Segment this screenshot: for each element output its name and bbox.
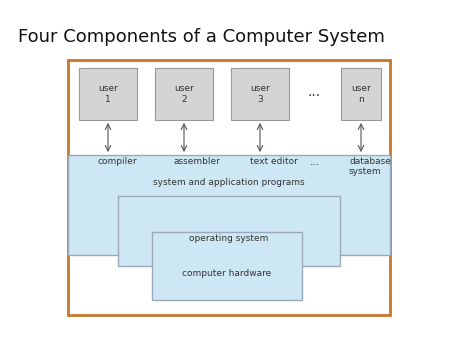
Text: assembler: assembler [174, 157, 221, 166]
Bar [68, 60, 390, 315]
Text: user
3: user 3 [250, 84, 270, 104]
Text: database
system: database system [349, 157, 391, 176]
Text: ...: ... [310, 157, 320, 167]
Text: ...: ... [307, 85, 320, 99]
Text: user
2: user 2 [174, 84, 194, 104]
Text: text editor: text editor [250, 157, 298, 166]
Bar [68, 155, 390, 255]
Bar [155, 68, 213, 120]
Text: user
n: user n [351, 84, 371, 104]
Bar [152, 232, 302, 300]
Text: system and application programs: system and application programs [153, 178, 305, 187]
Text: compiler: compiler [98, 157, 138, 166]
Bar [118, 196, 340, 266]
Bar [79, 68, 137, 120]
Bar [231, 68, 289, 120]
Bar [341, 68, 381, 120]
Text: computer hardware: computer hardware [182, 269, 272, 278]
Text: user
1: user 1 [98, 84, 118, 104]
Text: Four Components of a Computer System: Four Components of a Computer System [18, 28, 385, 46]
Text: operating system: operating system [189, 234, 269, 243]
